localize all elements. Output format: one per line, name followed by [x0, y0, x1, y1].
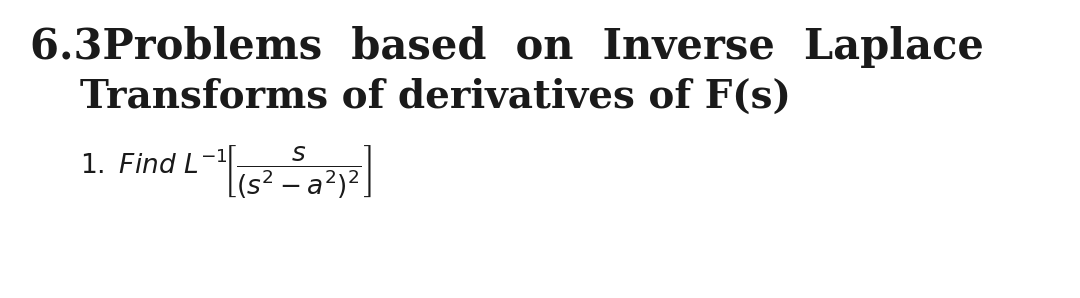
Text: Transforms of derivatives of F(s): Transforms of derivatives of F(s) — [80, 78, 791, 116]
Text: $\mathit{1.\ Find\ L}^{-1}\!\left[\dfrac{s}{(s^{2}-a^{2})^{2}}\right]$: $\mathit{1.\ Find\ L}^{-1}\!\left[\dfrac… — [80, 143, 373, 200]
Text: 6.3Problems  based  on  Inverse  Laplace: 6.3Problems based on Inverse Laplace — [30, 26, 984, 68]
